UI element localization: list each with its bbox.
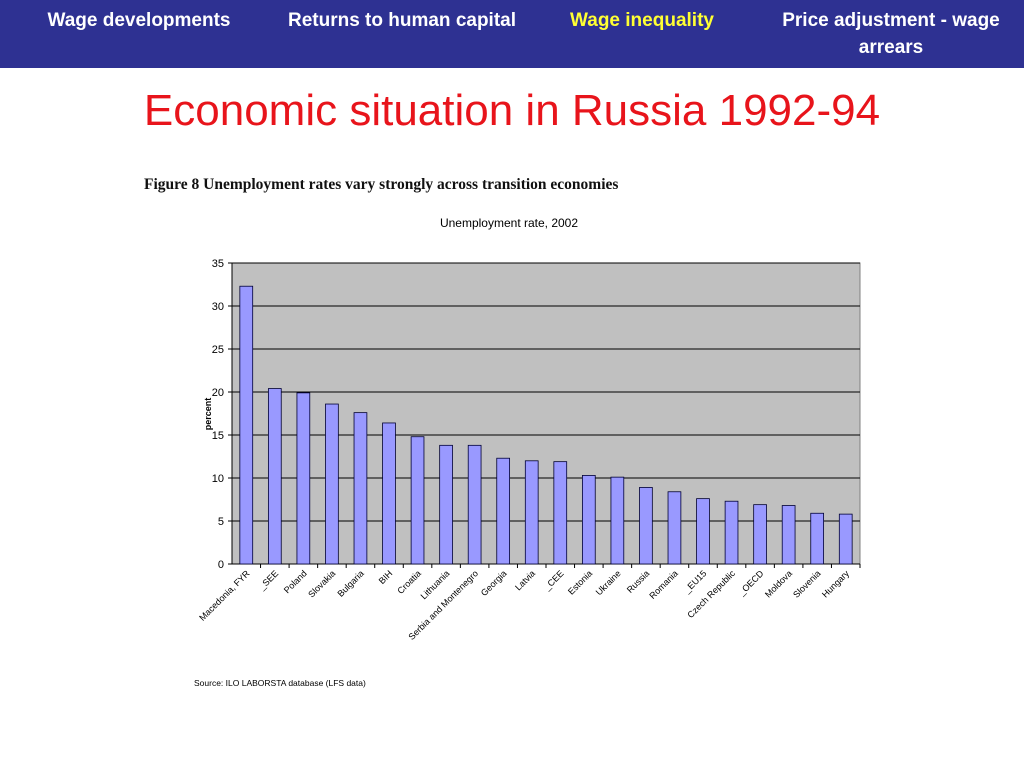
slide-title: Economic situation in Russia 1992-94 <box>143 86 881 135</box>
x-tick-label: Slovakia <box>306 568 337 599</box>
x-tick-label: Estonia <box>566 568 594 596</box>
x-tick-label: Romania <box>647 568 680 601</box>
bar <box>639 487 653 565</box>
bar <box>239 285 254 565</box>
x-tick-label: Moldova <box>763 568 794 599</box>
chart-title: Unemployment rate, 2002 <box>440 216 578 230</box>
x-tick-label: _OECD <box>736 568 766 598</box>
y-tick-label: 25 <box>212 344 224 356</box>
x-tick-label: Georgia <box>479 568 509 598</box>
bar <box>325 403 339 565</box>
nav-tab-returns-to-human-capital[interactable]: Returns to human capital <box>287 10 517 31</box>
nav-tab-price-adjustment[interactable]: Price adjustment - wage arrears <box>782 10 1000 58</box>
x-tick-label: Poland <box>282 568 309 595</box>
bar <box>496 457 511 565</box>
x-tick-label: Hungary <box>820 568 851 599</box>
nav-tab-wage-developments[interactable]: Wage developments <box>47 10 231 31</box>
y-tick-label: 5 <box>218 516 224 528</box>
x-tick-label: Ukraine <box>594 568 623 597</box>
y-tick-label: 0 <box>218 559 224 571</box>
x-tick-label: _EU15 <box>681 568 708 595</box>
y-tick-label: 20 <box>212 387 224 399</box>
x-tick-label: Latvia <box>513 568 537 592</box>
bar <box>467 444 482 565</box>
bar <box>581 475 596 565</box>
x-tick-label: Croatia <box>395 568 423 596</box>
bar <box>296 392 311 565</box>
x-tick-label: Slovenia <box>791 568 822 599</box>
bar <box>838 513 853 565</box>
bar <box>382 422 396 565</box>
bar <box>810 512 825 565</box>
bar <box>667 491 682 565</box>
bar <box>524 460 539 565</box>
nav-tab-wage-inequality[interactable]: Wage inequality <box>570 10 714 31</box>
x-tick-label: BIH <box>377 568 395 586</box>
figure-caption: Figure 8 Unemployment rates vary strongl… <box>144 176 619 193</box>
bar <box>724 500 739 565</box>
source-note: Source: ILO LABORSTA database (LFS data) <box>194 678 366 688</box>
bar <box>553 461 568 565</box>
bar <box>696 498 710 565</box>
bar <box>753 504 767 565</box>
y-tick-label: 10 <box>212 473 224 485</box>
bar <box>610 476 625 565</box>
bar <box>410 436 425 565</box>
x-tick-label: Macedonia, FYR <box>197 568 252 623</box>
x-tick-label: Bulgaria <box>335 568 365 598</box>
x-tick-label: _CEE <box>541 568 565 592</box>
bar <box>781 505 796 565</box>
bar <box>353 412 368 565</box>
top-navigation-bar: Wage developments Returns to human capit… <box>0 0 1024 68</box>
x-tick-label: Russia <box>625 568 652 595</box>
bar <box>267 388 282 565</box>
x-tick-label: _SEE <box>256 568 280 592</box>
bar <box>439 444 453 565</box>
y-tick-label: 35 <box>212 258 224 270</box>
y-tick-label: 15 <box>212 430 224 442</box>
nav-divider <box>0 68 1024 70</box>
y-tick-label: 30 <box>212 301 224 313</box>
y-axis-label: percent <box>203 398 213 431</box>
